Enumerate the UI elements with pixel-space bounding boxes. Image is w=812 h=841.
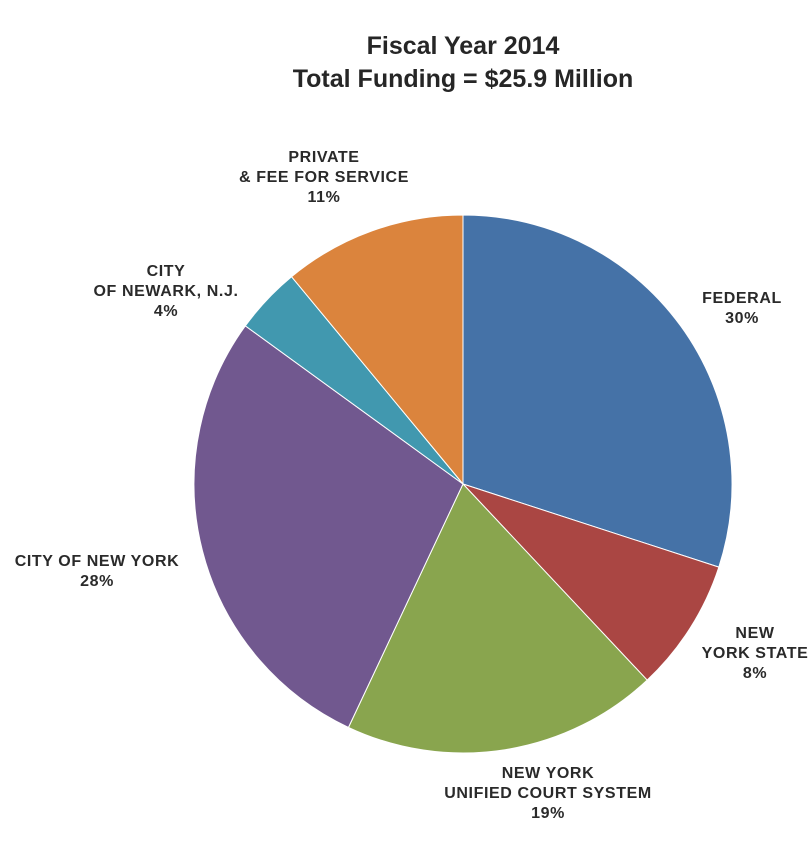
slice-value-label: 8% bbox=[743, 665, 767, 682]
slice-name-label: UNIFIED COURT SYSTEM bbox=[444, 785, 652, 802]
slice-label-0: FEDERAL 30% bbox=[702, 290, 782, 327]
slice-value-label: 4% bbox=[154, 303, 178, 320]
slice-name-label: OF NEWARK, N.J. bbox=[93, 283, 238, 300]
chart-title-line-1: Fiscal Year 2014 bbox=[367, 32, 560, 60]
slice-value-label: 11% bbox=[308, 189, 341, 206]
pie-labels: FEDERAL 30% NEW YORK STATE 8% NEW YORK UNIFIED… bbox=[15, 149, 809, 822]
slice-value-label: 28% bbox=[80, 573, 114, 590]
slice-name-label: CITY bbox=[147, 263, 186, 280]
slice-name-label: CITY OF NEW YORK bbox=[15, 553, 180, 570]
slice-value-label: 19% bbox=[531, 805, 565, 822]
slice-label-3: CITY OF NEW YORK 28% bbox=[15, 553, 180, 590]
pie-slice-5 bbox=[290, 214, 464, 486]
pie-slices bbox=[193, 214, 733, 754]
slice-label-4: CITY OF NEWARK, N.J. 4% bbox=[93, 263, 238, 320]
pie-slice-2 bbox=[347, 483, 648, 754]
pie-slice-0 bbox=[462, 214, 733, 568]
chart-title: Fiscal Year 2014 Total Funding = $25.9 M… bbox=[293, 32, 634, 93]
slice-name-label: NEW bbox=[735, 625, 774, 642]
slice-value-label: 30% bbox=[725, 310, 759, 327]
slice-name-label: NEW YORK bbox=[502, 765, 595, 782]
slice-name-label: YORK STATE bbox=[702, 645, 809, 662]
slice-name-label: & FEE FOR SERVICE bbox=[239, 169, 409, 186]
pie-slice-1 bbox=[462, 483, 720, 681]
pie-slice-3 bbox=[193, 325, 464, 729]
slice-label-5: PRIVATE & FEE FOR SERVICE 11% bbox=[239, 149, 409, 206]
slice-name-label: FEDERAL bbox=[702, 290, 782, 307]
slice-label-1: NEW YORK STATE 8% bbox=[702, 625, 809, 682]
chart-title-line-2: Total Funding = $25.9 Million bbox=[293, 65, 634, 93]
slice-name-label: PRIVATE bbox=[288, 149, 359, 166]
slice-label-2: NEW YORK UNIFIED COURT SYSTEM 19% bbox=[444, 765, 652, 822]
